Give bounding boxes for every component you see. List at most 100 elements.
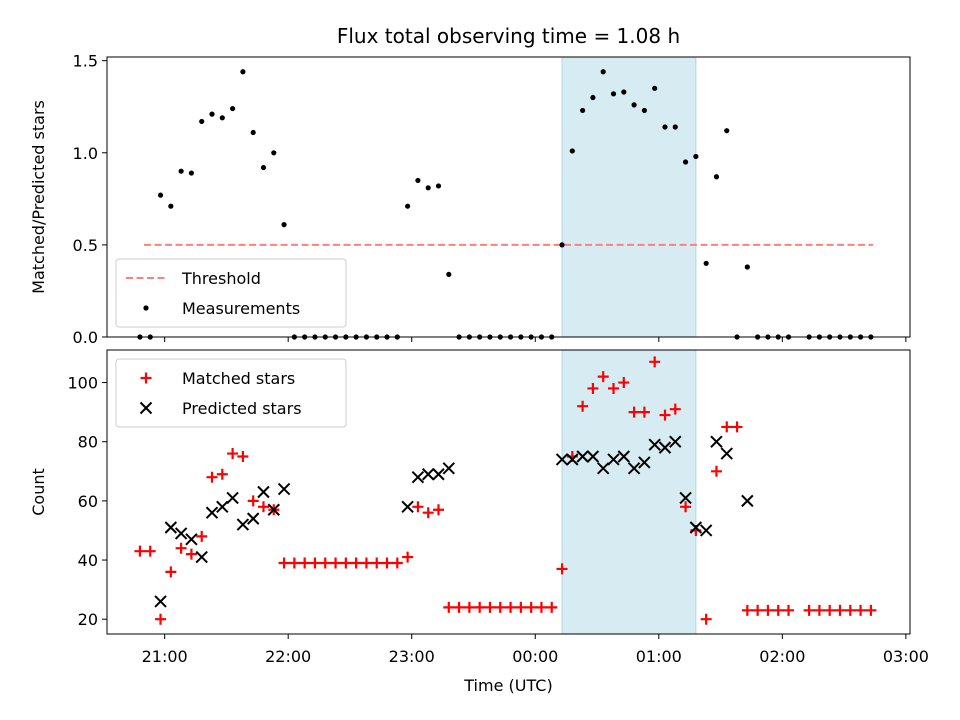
predicted-star-point <box>257 485 270 499</box>
measurement-point <box>693 153 699 160</box>
measurement-point <box>610 91 617 97</box>
predicted-star-point <box>216 500 229 513</box>
predicted-star-point <box>205 506 219 519</box>
matched-star-point <box>721 421 733 433</box>
y-tick-label: 100 <box>67 374 98 393</box>
measurement-point <box>559 242 565 248</box>
matched-star-point <box>865 604 877 616</box>
matched-star-point <box>443 601 455 613</box>
measurement-point <box>281 222 287 228</box>
measurement-point <box>229 105 236 112</box>
predicted-star-point <box>432 468 445 481</box>
matched-star-point <box>350 557 362 569</box>
x-tick-label: 03:00 <box>883 647 929 666</box>
measurement-point <box>713 174 720 180</box>
measurement-point <box>652 85 658 91</box>
predicted-star-point <box>689 521 703 534</box>
matched-star-point <box>309 557 321 569</box>
legend-box <box>115 358 347 428</box>
measurement-point <box>631 102 637 108</box>
measurement-point <box>178 168 184 174</box>
shaded-interval <box>561 349 697 635</box>
matched-star-point <box>680 501 692 513</box>
y-tick-label: 0.0 <box>73 328 98 347</box>
predicted-star-point <box>658 441 672 454</box>
measurement-point <box>641 107 647 114</box>
measurement-point <box>744 264 750 270</box>
x-tick-label: 02:00 <box>759 647 805 666</box>
predicted-star-point <box>421 468 435 481</box>
y-tick-label: 40 <box>78 551 98 570</box>
matched-star-point <box>628 406 640 418</box>
measurement-point <box>415 177 421 184</box>
legend-swatch-measurements <box>143 305 149 311</box>
measurement-point <box>219 115 225 121</box>
matched-star-point <box>432 504 444 516</box>
predicted-star-point <box>442 462 455 475</box>
predicted-star-point <box>648 438 661 451</box>
matched-star-point <box>731 421 743 433</box>
matched-star-point <box>144 545 156 557</box>
predicted-star-point <box>236 518 250 531</box>
matched-star-point <box>813 604 825 616</box>
measurement-point <box>199 118 205 125</box>
predicted-star-point <box>277 482 291 496</box>
predicted-star-point <box>710 435 723 448</box>
matched-star-point <box>484 601 496 613</box>
measurement-point <box>621 89 627 95</box>
matched-star-point <box>762 604 774 616</box>
predicted-star-point <box>720 447 733 460</box>
legend-swatch-predicted <box>139 401 153 415</box>
matched-star-point <box>659 409 671 421</box>
predicted-star-point <box>741 494 754 508</box>
matched-star-point <box>206 471 218 483</box>
matched-star-point <box>412 501 424 513</box>
measurement-point <box>435 183 442 189</box>
legend-label: Predicted stars <box>182 399 302 418</box>
matched-star-point <box>422 507 434 519</box>
legend-swatch-matched <box>140 372 152 384</box>
matched-star-point <box>597 371 609 383</box>
predicted-star-point <box>401 500 414 513</box>
matched-star-point <box>772 604 784 616</box>
matched-star-point <box>587 382 599 394</box>
matched-star-point <box>741 604 753 616</box>
matched-star-point <box>299 557 311 569</box>
x-tick-label: 21:00 <box>142 647 188 666</box>
predicted-star-point <box>617 450 631 463</box>
predicted-star-point <box>627 462 641 475</box>
matched-star-point <box>546 601 558 613</box>
y-tick-label: 20 <box>78 610 98 629</box>
matched-star-point <box>618 377 630 389</box>
matched-star-point <box>669 403 681 415</box>
matched-star-point <box>175 542 187 554</box>
legend-box <box>115 258 347 328</box>
measurement-point <box>662 124 668 130</box>
measurement-point <box>260 164 267 171</box>
legend-label: Threshold <box>181 269 261 288</box>
matched-star-point <box>577 400 589 412</box>
matched-star-point <box>700 613 712 625</box>
matched-star-point <box>515 601 527 613</box>
matched-star-point <box>330 557 342 569</box>
top-panel: 0.0 0.5 1.0 1.5 Flux total observing time = … <box>29 24 911 347</box>
matched-star-point <box>463 601 475 613</box>
measurement-point <box>672 124 678 130</box>
matched-star-point <box>844 604 856 616</box>
y-axis-label: Matched/Predicted stars <box>29 100 48 294</box>
matched-star-point <box>391 557 403 569</box>
predicted-star-point <box>411 471 425 484</box>
matched-star-point <box>505 601 517 613</box>
y-tick-label: 1.0 <box>73 144 98 163</box>
predicted-star-point <box>246 512 260 525</box>
x-tick-label: 22:00 <box>265 647 311 666</box>
matched-star-point <box>360 557 372 569</box>
matched-star-point <box>278 557 290 569</box>
measurement-point <box>682 159 689 165</box>
y-tick-label: 0.5 <box>73 236 98 255</box>
predicted-star-point <box>174 527 188 540</box>
matched-star-point <box>783 604 795 616</box>
matched-star-point <box>535 601 547 613</box>
measurement-point <box>703 260 709 266</box>
